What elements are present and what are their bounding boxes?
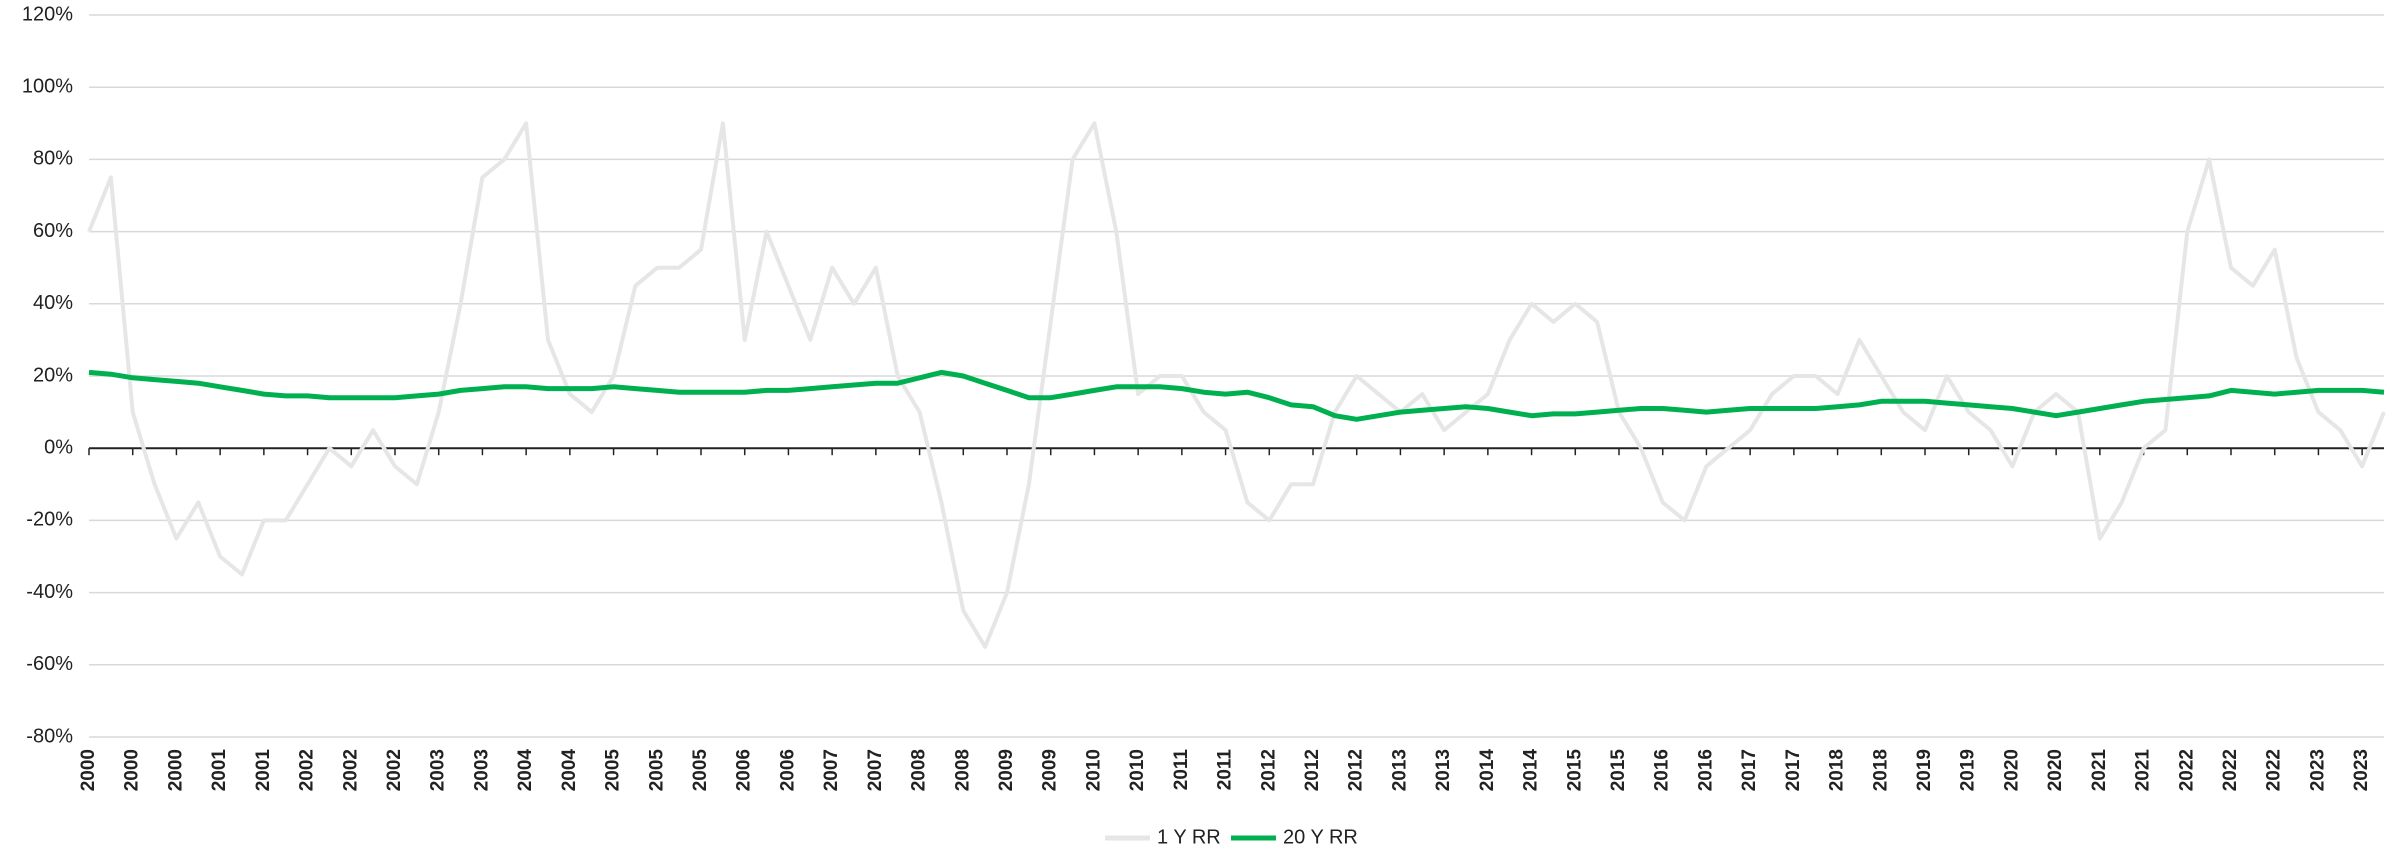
x-tick-label: 2020 [2045,749,2066,791]
x-tick-label: 2014 [1521,749,1542,792]
x-tick-label: 2018 [1870,749,1891,791]
y-tick-label: 120% [22,3,73,25]
x-tick-label: 2009 [1040,749,1061,791]
x-tick-label: 2022 [2176,749,2197,791]
x-tick-label: 2002 [340,749,361,791]
x-tick-label: 2021 [2089,749,2110,792]
y-tick-label: 60% [33,220,73,242]
x-tick-label: 2008 [952,749,973,791]
x-tick-label: 2006 [777,749,798,791]
x-tick-label: 2001 [253,749,274,792]
x-tick-label: 2022 [2264,749,2285,791]
x-tick-label: 2005 [603,749,624,792]
x-tick-label: 2010 [1083,749,1104,791]
x-tick-label: 2002 [384,749,405,791]
y-tick-label: 100% [22,75,73,97]
x-tick-label: 2023 [2307,749,2328,791]
x-tick-label: 2012 [1346,749,1367,791]
x-tick-label: 2003 [471,749,492,791]
x-tick-label: 2007 [865,749,886,791]
x-tick-label: 2012 [1302,749,1323,791]
x-tick-label: 2023 [2351,749,2372,791]
x-tick-label: 2003 [428,749,449,791]
x-tick-label: 2002 [297,749,318,791]
y-tick-label: 80% [33,148,73,170]
x-tick-label: 2012 [1258,749,1279,791]
x-tick-label: 2019 [1958,749,1979,791]
legend-label: 1 Y RR [1157,826,1221,848]
x-tick-label: 2006 [734,749,755,791]
x-tick-label: 2000 [165,749,186,791]
x-tick-label: 2011 [1215,749,1236,791]
series-line [88,369,2385,422]
x-tick-label: 2008 [909,749,930,791]
x-tick-label: 2011 [1171,749,1192,791]
x-tick-label: 2021 [2133,749,2154,792]
x-tick-label: 2019 [1914,749,1935,791]
x-tick-label: 2018 [1827,749,1848,791]
x-tick-label: 2013 [1433,749,1454,791]
x-tick-label: 2013 [1389,749,1410,791]
y-tick-label: -60% [26,653,73,675]
x-tick-label: 2000 [122,749,143,791]
x-tick-label: 2007 [821,749,842,791]
x-tick-label: 2022 [2220,749,2241,791]
y-tick-label: 20% [33,364,73,386]
y-tick-label: -80% [26,725,73,747]
series-line [87,121,2386,649]
y-tick-label: -40% [26,581,73,603]
x-tick-label: 2005 [646,749,667,792]
x-tick-label: 2004 [515,749,536,792]
x-tick-label: 2004 [559,749,580,792]
y-tick-label: 0% [44,436,73,458]
x-tick-label: 2000 [78,749,99,791]
x-tick-label: 2009 [996,749,1017,791]
x-tick-label: 2017 [1739,749,1760,791]
x-tick-label: 2014 [1477,749,1498,792]
x-tick-label: 2017 [1783,749,1804,791]
x-tick-label: 2016 [1652,749,1673,791]
x-tick-label: 2015 [1564,749,1585,792]
x-tick-label: 2005 [690,749,711,792]
y-tick-label: -20% [26,509,73,531]
x-tick-label: 2001 [209,749,230,792]
y-tick-label: 40% [33,292,73,314]
x-tick-label: 2010 [1127,749,1148,791]
x-tick-label: 2020 [2001,749,2022,791]
x-tick-label: 2016 [1695,749,1716,791]
x-tick-label: 2015 [1608,749,1629,792]
legend-label: 20 Y RR [1283,826,1358,848]
